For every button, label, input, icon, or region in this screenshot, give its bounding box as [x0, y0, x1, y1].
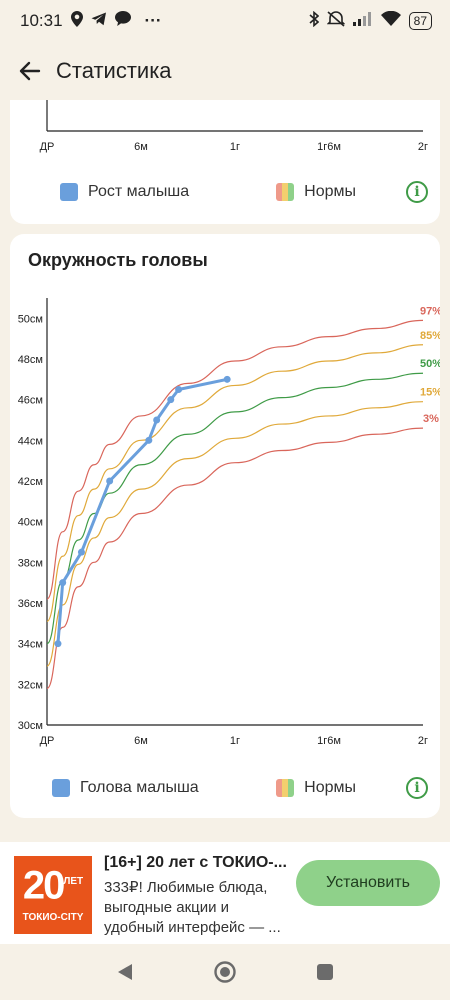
telegram-icon [91, 11, 107, 31]
legend-label-norms: Нормы [304, 183, 356, 200]
legend-swatch-baby [60, 183, 78, 201]
bluetooth-icon [309, 10, 319, 32]
arrow-left-icon [19, 61, 41, 81]
chat-icon [114, 11, 131, 31]
x-tick-label: 6м [134, 735, 148, 747]
navigation-bar [0, 944, 450, 1000]
info-icon[interactable]: i [406, 777, 428, 799]
percentile-label: 50% [420, 358, 440, 370]
legend-label-baby-height: Рост малыша [88, 183, 190, 200]
mute-icon [326, 10, 346, 32]
y-tick-label: 46см [18, 395, 43, 407]
nav-back-button[interactable] [111, 958, 139, 986]
percentile-label: 85% [420, 330, 440, 342]
y-tick-label: 34см [18, 639, 43, 651]
circle-home-icon [214, 961, 236, 983]
head-legend: Голова малыша Нормы i [10, 773, 440, 803]
height-chart-plot: ДР 6м 1г 1г6м 2г [40, 100, 428, 153]
x-tick-label: 1г6м [317, 735, 341, 747]
x-tick-label: ДР [40, 735, 55, 747]
baby-head-point [77, 548, 85, 556]
ad-text: 333₽! Любимые блюда, выгодные акции и уд… [104, 879, 281, 936]
wifi-icon [380, 10, 401, 31]
height-x-tick: 1г [230, 141, 240, 153]
baby-head-point [106, 477, 114, 485]
y-tick-label: 36см [18, 598, 43, 610]
triangle-back-icon [118, 964, 132, 980]
height-x-tick: 6м [134, 141, 148, 153]
percentile-line [46, 319, 424, 600]
y-tick-label: 40см [18, 517, 43, 529]
height-legend: Рост малыша Нормы i [10, 177, 440, 207]
baby-head-point [175, 386, 183, 393]
status-time: 10:31 [20, 11, 63, 30]
legend-label-baby-head: Голова малыша [80, 779, 199, 796]
ad-logo-sup: ЛЕТ [63, 876, 84, 887]
percentile-label: 97% [420, 305, 440, 317]
ad-logo-sub: ТОКИО-CITY [22, 912, 84, 924]
battery-indicator: 87 [408, 12, 432, 30]
ad-banner[interactable]: 20ЛЕТ ТОКИО-CITY [16+] 20 лет с ТОКИО-..… [0, 842, 450, 944]
y-tick-label: 38см [18, 557, 43, 569]
location-icon [70, 10, 83, 32]
y-tick-label: 50см [18, 313, 43, 325]
x-tick-label: 2г [418, 735, 428, 747]
page-title: Статистика [56, 58, 172, 83]
legend-swatch-norms [276, 183, 295, 201]
status-bar: 10:31 ··· 87 [0, 0, 450, 42]
head-chart-plot: 30см 32см 34см 36см 38см 40см 42см 44см 46см 48см… [18, 298, 440, 747]
percentile-line [46, 427, 424, 689]
chart-title: Окружность головы [28, 250, 208, 270]
height-chart-card: ДР 6м 1г 1г6м 2г Рост малыша Нормы i [10, 100, 440, 224]
baby-head-point [59, 579, 67, 587]
square-recents-icon [317, 964, 333, 980]
percentile-line [46, 344, 424, 622]
y-tick-label: 48см [18, 354, 43, 366]
y-tick-label: 42см [18, 476, 43, 488]
head-chart-card: Окружность головы 30см 32см 34см 36см 38см 40… [10, 234, 440, 818]
more-dots: ··· [144, 11, 162, 30]
y-tick-label: 32см [18, 679, 43, 691]
baby-head-point [223, 375, 231, 383]
ad-logo-main: 20 [22, 863, 65, 908]
percentile-label: 15% [420, 387, 440, 399]
install-button[interactable]: Установить [296, 860, 440, 906]
legend-label-norms: Нормы [304, 779, 356, 796]
percentile-line [46, 401, 424, 667]
y-tick-label: 30см [18, 720, 43, 732]
y-tick-label: 44см [18, 435, 43, 447]
app-bar: Статистика [0, 42, 450, 100]
back-button[interactable] [14, 55, 46, 87]
baby-head-point [153, 416, 161, 424]
x-tick-label: 1г [230, 735, 240, 747]
baby-head-point [167, 396, 175, 404]
ad-title: [16+] 20 лет с ТОКИО-... [104, 854, 287, 871]
info-icon[interactable]: i [406, 181, 428, 203]
legend-swatch-norms [276, 779, 295, 797]
legend-swatch-baby [52, 779, 70, 797]
baby-head-point [145, 436, 153, 444]
nav-recents-button[interactable] [311, 958, 339, 986]
height-x-tick: ДР [40, 141, 55, 153]
baby-head-point [54, 640, 62, 648]
percentile-line [46, 372, 424, 645]
nav-home-button[interactable] [211, 958, 239, 986]
ad-logo: 20ЛЕТ ТОКИО-CITY [14, 856, 92, 934]
percentile-label: 3% [423, 413, 439, 425]
signal-icon [352, 11, 373, 31]
height-x-tick: 2г [418, 141, 428, 153]
height-x-tick: 1г6м [317, 141, 341, 153]
